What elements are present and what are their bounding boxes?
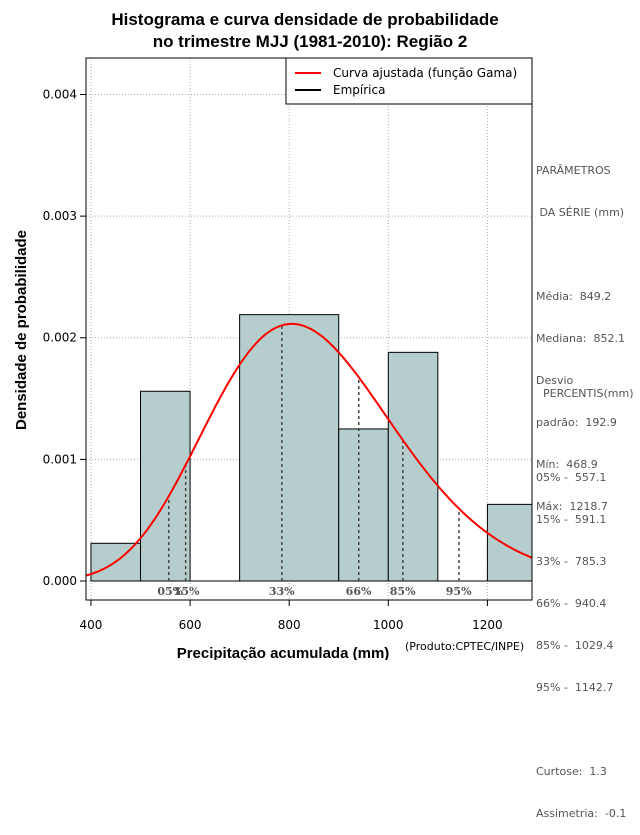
histogram-bar-4 [338,428,389,582]
percentis-title: PERCENTIS(mm) [543,387,634,400]
percentile-85: 85% - 1029.4 [536,639,614,652]
x-tick-label-1: 600 [179,618,202,632]
x-axis-ticks: 400 600 800 1000 1200 [80,600,503,632]
param-desvio-line1: Desvio [536,374,574,387]
y-axis-ticks: 0.000 0.001 0.002 0.003 0.004 [43,87,86,588]
product-credit: (Produto:CPTEC/INPE) [405,640,525,653]
percentile-labels: 05%15% 33% 66% 85% 95% [157,585,472,598]
param-media: Média: 849.2 [536,290,612,303]
stat-assimetria: Assimetria: -0.1 [536,807,627,820]
y-tick-label-4: 0.004 [43,87,77,101]
param-max: Máx: 1218.7 [536,500,608,513]
y-tick-label-3: 0.003 [43,209,77,223]
legend-empirical-label: Empírica [333,83,385,97]
param-desvio-line2: padrão: 192.9 [536,416,617,429]
percentile-15: 15% - 591.1 [536,513,607,526]
legend: Curva ajustada (função Gama) Empírica [285,57,533,105]
histogram-bar-3 [239,314,340,582]
params-title-line2: DA SÉRIE (mm) [536,206,625,219]
gamma-fit-curve [85,322,533,577]
series-parameters-panel: PARÂMETROS DA SÉRIE (mm) Média: 849.2 Me… [536,136,625,528]
percentiles-panel: PERCENTIS(mm) 05% - 557.1 15% - 591.1 33… [536,359,634,835]
x-axis-label: Precipitação acumulada (mm) [177,645,390,660]
chart-title-line1: Histograma e curva densidade de probabil… [111,10,498,29]
percentile-label-1: 15% [174,585,200,598]
legend-box [285,57,533,105]
x-tick-label-0: 400 [80,618,103,632]
x-tick-label-3: 1000 [373,618,404,632]
param-mediana: Mediana: 852.1 [536,332,625,345]
y-axis-label: Densidade de probabilidade [13,230,30,430]
chart-title-line2: no trimestre MJJ (1981-2010): Região 2 [153,32,468,51]
percentile-label-3: 66% [346,585,372,598]
histogram-chart: Histograma e curva densidade de probabil… [13,10,533,660]
percentile-lines [168,325,460,581]
y-tick-label-1: 0.001 [43,452,77,466]
percentile-label-5: 95% [446,585,472,598]
param-min: Mín: 468.9 [536,458,598,471]
y-tick-label-0: 0.000 [43,574,77,588]
params-title-line1: PARÂMETROS [536,164,611,177]
x-tick-label-2: 800 [278,618,301,632]
percentile-label-2: 33% [269,585,295,598]
percentile-label-0: 05% [157,585,183,598]
y-tick-label-2: 0.002 [43,331,77,345]
percentile-95: 95% - 1142.7 [536,681,614,694]
histogram-bar-5 [387,351,439,582]
legend-curve-label: Curva ajustada (função Gama) [333,66,517,80]
stat-curtose: Curtose: 1.3 [536,765,607,778]
percentile-33: 33% - 785.3 [536,555,607,568]
x-tick-label-4: 1200 [472,618,503,632]
histogram-bar-1 [140,390,191,582]
histogram-bar-7 [486,503,533,582]
percentile-05: 05% - 557.1 [536,471,607,484]
histogram-bars [90,314,533,582]
percentile-label-4: 85% [390,585,416,598]
percentile-66: 66% - 940.4 [536,597,607,610]
